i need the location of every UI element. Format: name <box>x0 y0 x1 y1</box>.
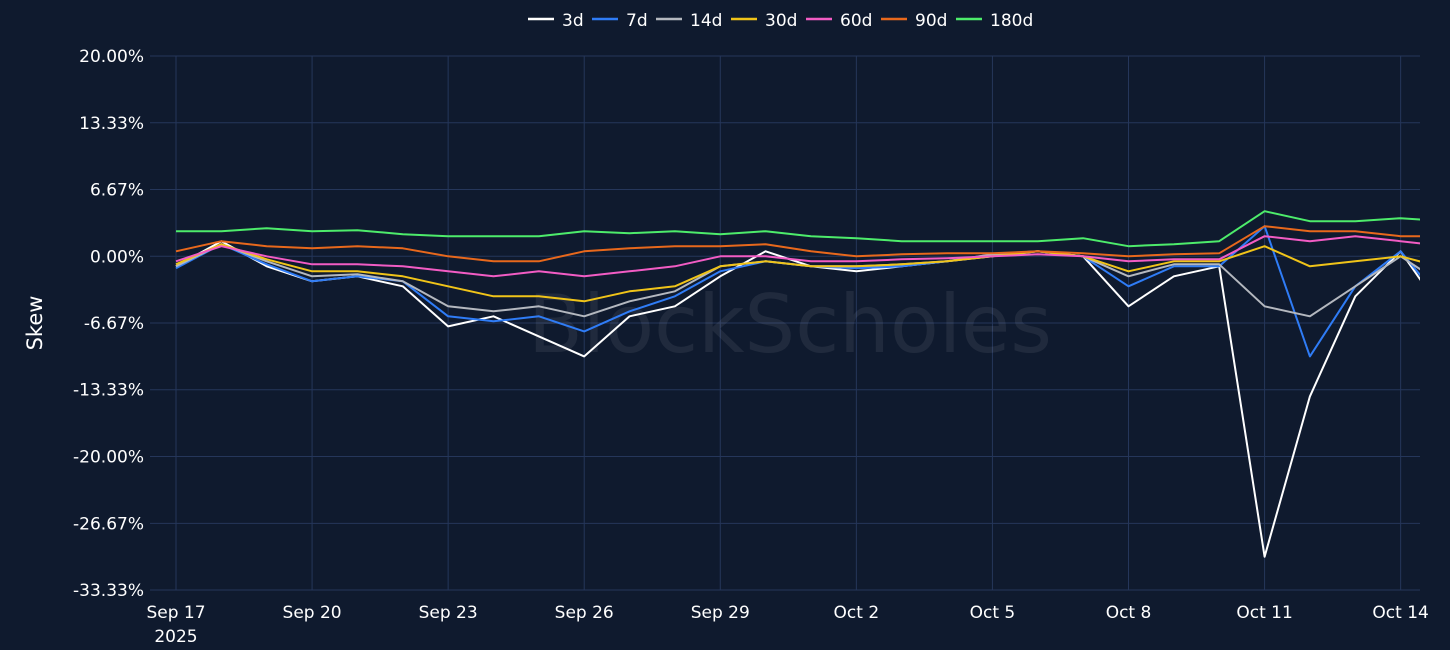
x-tick-label: Oct 11 <box>1236 603 1292 623</box>
legend-item-14d[interactable]: 14d <box>656 11 722 31</box>
legend-item-30d[interactable]: 30d <box>731 11 797 31</box>
x-tick-year: 2025 <box>154 627 197 647</box>
legend-label: 30d <box>765 11 797 31</box>
x-tick-label: Sep 17 <box>146 603 205 623</box>
y-tick-label: -33.33% <box>73 581 144 601</box>
legend-item-7d[interactable]: 7d <box>592 11 648 31</box>
y-tick-label: -6.67% <box>84 314 144 334</box>
legend-label: 7d <box>626 11 648 31</box>
x-tick-label: Oct 14 <box>1372 603 1428 623</box>
y-tick-label: -20.00% <box>73 448 144 468</box>
x-tick-label: Oct 8 <box>1106 603 1152 623</box>
y-tick-label: 20.00% <box>79 47 144 67</box>
series-line-60d <box>175 235 1420 278</box>
y-tick-label: 6.67% <box>90 180 144 200</box>
series-lines <box>175 210 1420 558</box>
legend-label: 180d <box>990 11 1033 31</box>
x-axis-ticks: Sep 17 2025 Sep 20 Sep 23 Sep 26 Sep 29 Oct 2 O… <box>146 603 1428 647</box>
y-axis-label: Skew <box>23 296 47 351</box>
y-tick-label: -26.67% <box>73 514 144 534</box>
legend-item-180d[interactable]: 180d <box>956 11 1033 31</box>
legend-label: 14d <box>690 11 722 31</box>
series-line-90d <box>175 225 1420 263</box>
x-tick-label: Sep 29 <box>691 603 750 623</box>
series-line-30d <box>175 243 1420 303</box>
y-tick-label: 0.00% <box>90 247 144 267</box>
legend-item-60d[interactable]: 60d <box>806 11 872 31</box>
y-tick-label: -13.33% <box>73 381 144 401</box>
legend[interactable]: 3d 7d 14d 30d 60d 90d 180d <box>528 11 1033 31</box>
watermark: BlockScholes <box>528 278 1052 371</box>
legend-label: 60d <box>840 11 872 31</box>
x-tick-label: Sep 20 <box>283 603 342 623</box>
y-tick-label: 13.33% <box>79 114 144 134</box>
x-tick-label: Oct 2 <box>834 603 880 623</box>
legend-item-90d[interactable]: 90d <box>881 11 947 31</box>
legend-label: 90d <box>915 11 947 31</box>
grid <box>150 55 1420 591</box>
legend-label: 3d <box>562 11 584 31</box>
x-tick-label: Sep 23 <box>419 603 478 623</box>
x-tick-label: Sep 26 <box>555 603 614 623</box>
y-axis-ticks: 20.00% 13.33% 6.67% 0.00% -6.67% -13.33% -20.0… <box>73 47 144 601</box>
series-line-180d <box>176 210 1420 248</box>
x-tick-label: Oct 5 <box>970 603 1016 623</box>
legend-item-3d[interactable]: 3d <box>528 11 584 31</box>
